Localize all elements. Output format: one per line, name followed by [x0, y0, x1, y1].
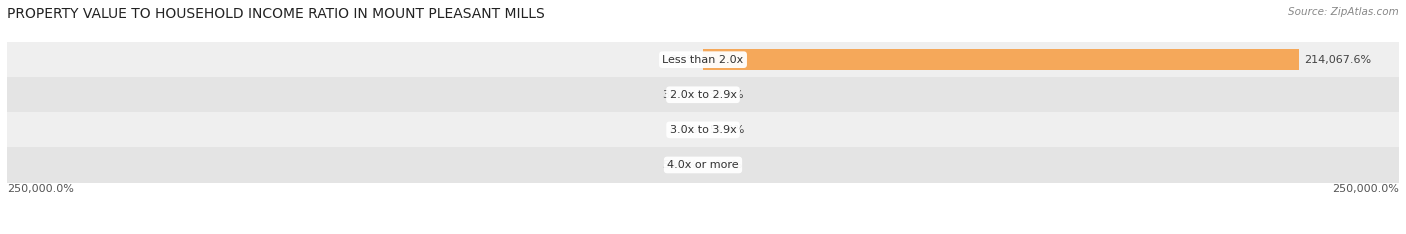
- Text: 250,000.0%: 250,000.0%: [1331, 184, 1399, 194]
- Text: 0.0%: 0.0%: [714, 160, 742, 170]
- Text: 50.8%: 50.8%: [662, 160, 697, 170]
- Text: PROPERTY VALUE TO HOUSEHOLD INCOME RATIO IN MOUNT PLEASANT MILLS: PROPERTY VALUE TO HOUSEHOLD INCOME RATIO…: [7, 7, 544, 21]
- Text: Source: ZipAtlas.com: Source: ZipAtlas.com: [1288, 7, 1399, 17]
- Bar: [7, 77, 1399, 112]
- Bar: [7, 147, 1399, 183]
- Bar: [7, 112, 1399, 147]
- Text: 51.4%: 51.4%: [709, 125, 744, 135]
- Bar: [7, 42, 1399, 77]
- Text: Less than 2.0x: Less than 2.0x: [662, 55, 744, 65]
- Text: 250,000.0%: 250,000.0%: [7, 184, 75, 194]
- Text: 214,067.6%: 214,067.6%: [1305, 55, 1372, 65]
- Text: 4.0x or more: 4.0x or more: [668, 160, 738, 170]
- Text: 3.0x to 3.9x: 3.0x to 3.9x: [669, 125, 737, 135]
- Text: 6.6%: 6.6%: [669, 125, 697, 135]
- Bar: [703, 49, 1299, 70]
- Text: 2.0x to 2.9x: 2.0x to 2.9x: [669, 90, 737, 100]
- Text: 8.2%: 8.2%: [669, 55, 697, 65]
- Text: 34.4%: 34.4%: [662, 90, 697, 100]
- Text: 32.4%: 32.4%: [709, 90, 744, 100]
